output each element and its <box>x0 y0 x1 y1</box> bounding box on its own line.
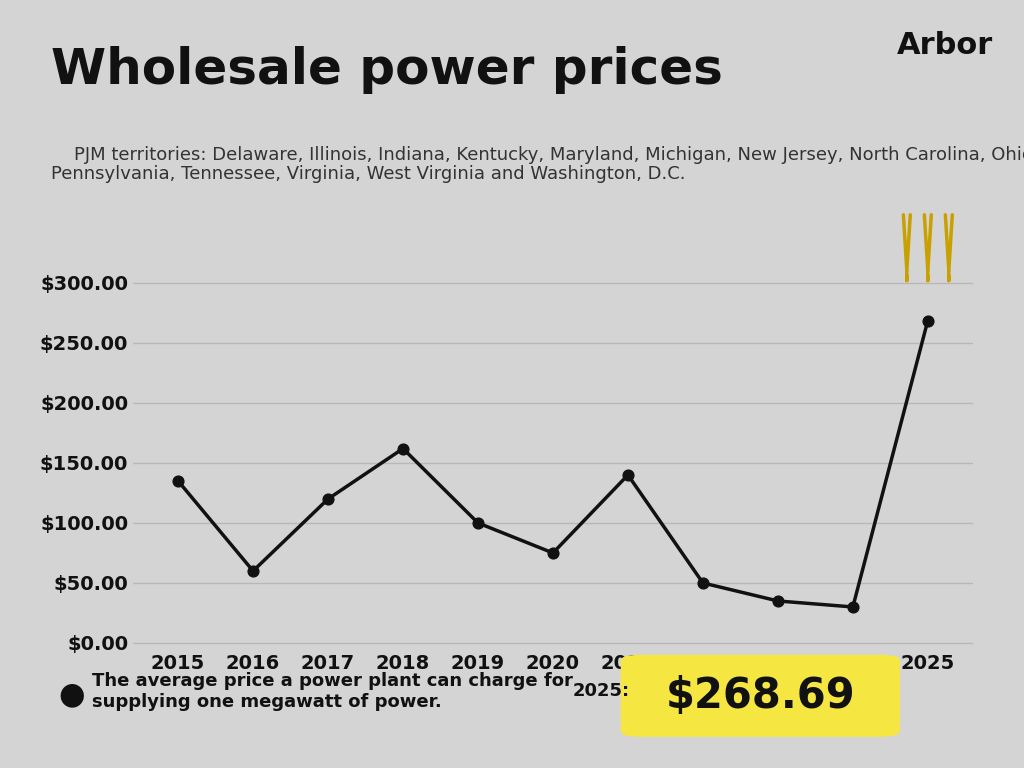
Point <box>845 601 861 613</box>
Point <box>395 442 412 455</box>
FancyBboxPatch shape <box>621 655 900 737</box>
Text: 2025:: 2025: <box>572 682 630 700</box>
Point <box>770 594 786 607</box>
Text: Pennsylvania, Tennessee, Virginia, West Virginia and Washington, D.C.: Pennsylvania, Tennessee, Virginia, West … <box>51 165 686 183</box>
Point <box>620 468 636 481</box>
Text: PJM territories: Delaware, Illinois, Indiana, Kentucky, Maryland, Michigan, New : PJM territories: Delaware, Illinois, Ind… <box>51 146 1024 164</box>
Point <box>694 577 711 589</box>
Text: Wholesale power prices: Wholesale power prices <box>51 46 723 94</box>
Point <box>545 547 561 559</box>
Point <box>319 493 336 505</box>
Text: The average price a power plant can charge for
supplying one megawatt of power.: The average price a power plant can char… <box>92 672 573 710</box>
Point <box>470 517 486 529</box>
Point <box>245 564 261 577</box>
Text: ●: ● <box>58 680 85 710</box>
Text: $268.69: $268.69 <box>666 675 855 717</box>
Text: Arbor: Arbor <box>897 31 993 60</box>
Point <box>920 314 936 326</box>
Point <box>170 475 186 487</box>
